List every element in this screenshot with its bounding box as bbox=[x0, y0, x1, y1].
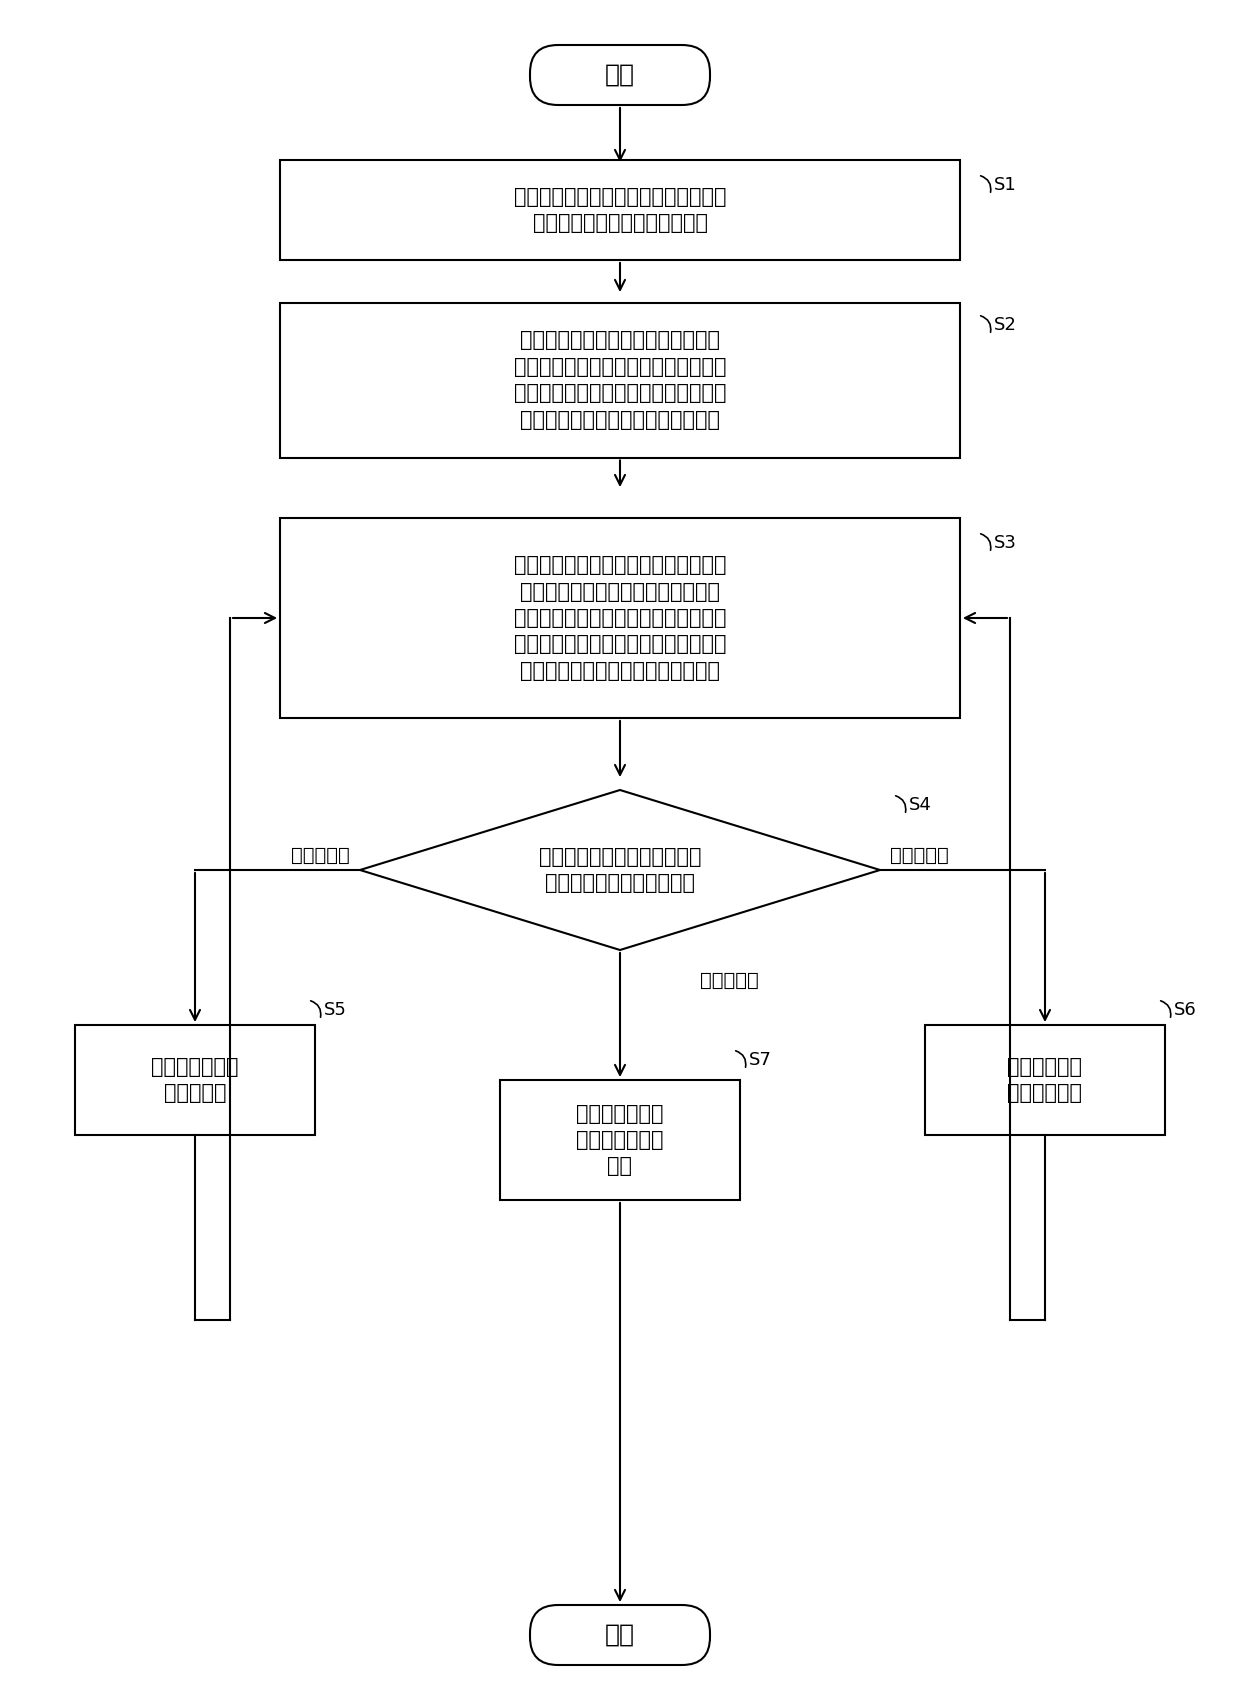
Text: 高于最高值: 高于最高值 bbox=[291, 846, 350, 864]
Text: 下调该空调的空
调设定温度: 下调该空调的空 调设定温度 bbox=[151, 1057, 239, 1103]
Text: 判断区域实际温度是否在用户
预设的空调适宜温度范围内: 判断区域实际温度是否在用户 预设的空调适宜温度范围内 bbox=[538, 847, 702, 893]
Text: S7: S7 bbox=[749, 1050, 771, 1069]
Text: S2: S2 bbox=[993, 315, 1017, 334]
Text: 根据每台空调提供的制冷可以影响的区
域划分每台空调的空调控制区域: 根据每台空调提供的制冷可以影响的区 域划分每台空调的空调控制区域 bbox=[513, 188, 727, 234]
Text: S5: S5 bbox=[324, 1001, 346, 1020]
Text: 使用温度传感器采集的每台机房设备区
域的采样温度，使用控制中心根据各
空调的空调控制区域中各温度传感器的
采样温度及每个温度传感器的制冷权重
计算该空调控制区域: 使用温度传感器采集的每台机房设备区 域的采样温度，使用控制中心根据各 空调的空调… bbox=[513, 556, 727, 680]
Bar bbox=[74, 1025, 315, 1136]
Bar bbox=[280, 518, 960, 718]
Bar bbox=[280, 160, 960, 259]
Text: S4: S4 bbox=[909, 796, 931, 813]
FancyBboxPatch shape bbox=[529, 1604, 711, 1666]
Text: S3: S3 bbox=[993, 534, 1017, 552]
Text: 上调该空调的
空调设定温度: 上调该空调的 空调设定温度 bbox=[1007, 1057, 1083, 1103]
Bar bbox=[925, 1025, 1166, 1136]
Text: 处于范围内: 处于范围内 bbox=[701, 970, 759, 989]
Text: 低于最低值: 低于最低值 bbox=[890, 846, 949, 864]
Polygon shape bbox=[360, 789, 880, 950]
Text: S1: S1 bbox=[993, 176, 1017, 194]
Text: 开始: 开始 bbox=[605, 63, 635, 87]
Text: 使用控制中心根据各空调的空调控制
区域中各温度传感器与该空调的距离远
近及机房设备的功率大小计算出该空调
控制区域中各温度传感器的制冷权重: 使用控制中心根据各空调的空调控制 区域中各温度传感器与该空调的距离远 近及机房设… bbox=[513, 331, 727, 430]
Text: 结束: 结束 bbox=[605, 1623, 635, 1647]
Bar bbox=[280, 302, 960, 457]
FancyBboxPatch shape bbox=[529, 44, 711, 106]
Text: 维持该空调当前
的空调设定温度
不变: 维持该空调当前 的空调设定温度 不变 bbox=[577, 1103, 663, 1176]
Bar bbox=[500, 1079, 740, 1200]
Text: S6: S6 bbox=[1173, 1001, 1197, 1020]
